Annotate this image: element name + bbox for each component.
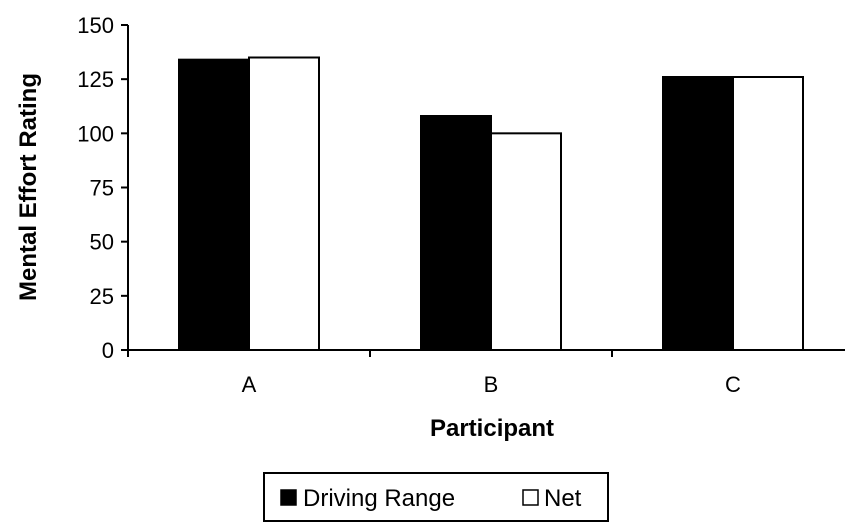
- x-tick-label: B: [484, 372, 499, 397]
- bar-driving-range-b: [420, 115, 492, 351]
- x-tick-label: C: [725, 372, 741, 397]
- legend-label-net: Net: [544, 485, 582, 512]
- bars: [178, 56, 804, 352]
- legend-label-driving-range: Driving Range: [303, 485, 455, 512]
- x-tick-label: A: [242, 372, 257, 397]
- legend-swatch-driving-range: [280, 489, 297, 506]
- y-tick-label: 50: [90, 230, 114, 255]
- y-tick-label: 100: [77, 121, 114, 146]
- legend-swatch-net: [522, 489, 539, 506]
- bar-driving-range-c: [662, 76, 734, 351]
- bar-net-a: [248, 56, 320, 351]
- y-tick-label: 150: [77, 13, 114, 38]
- y-tick-label: 25: [90, 284, 114, 309]
- y-tick-label: 0: [102, 338, 114, 363]
- y-axis-title: Mental Effort Rating: [15, 73, 42, 301]
- x-axis-title: Participant: [430, 415, 554, 442]
- bar-net-b: [490, 132, 562, 351]
- legend: Driving Range Net: [263, 472, 609, 522]
- bar-driving-range-a: [178, 58, 250, 352]
- legend-box: [263, 472, 609, 522]
- y-ticks: 0 25 50 75 100 125 150: [77, 13, 128, 363]
- x-ticks: A B C: [127, 350, 741, 397]
- bar-net-c: [732, 76, 804, 351]
- y-tick-label: 75: [90, 176, 114, 201]
- y-tick-label: 125: [77, 67, 114, 92]
